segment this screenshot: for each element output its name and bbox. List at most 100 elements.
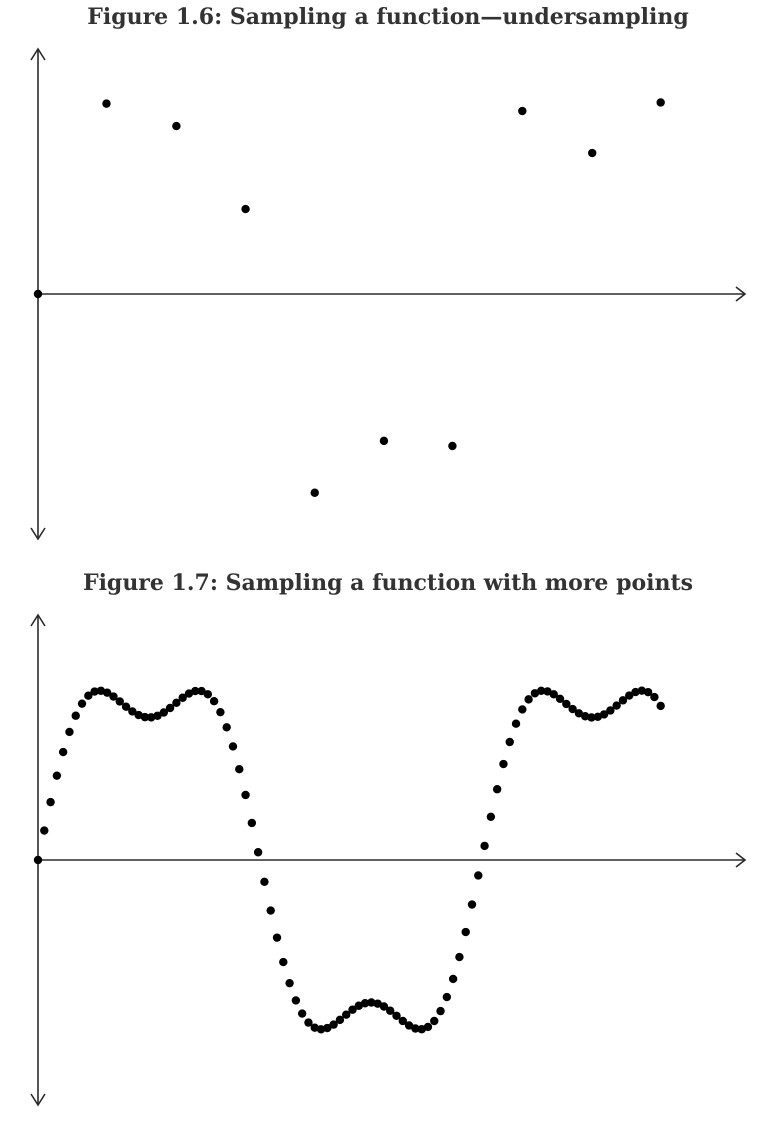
data-point <box>241 204 250 214</box>
data-point <box>228 742 238 751</box>
chart-more-points <box>30 613 747 1107</box>
data-point <box>165 703 175 713</box>
data-point <box>291 996 301 1005</box>
data-point <box>260 877 269 886</box>
data-point <box>562 699 571 709</box>
data-point <box>65 727 74 737</box>
data-point <box>568 704 577 714</box>
data-points <box>33 686 665 1034</box>
data-point <box>266 906 275 915</box>
data-point <box>197 686 206 696</box>
data-point <box>140 712 150 722</box>
y-axis-top-arrow <box>30 613 46 627</box>
x-axis-arrow <box>735 286 747 302</box>
data-point <box>71 711 80 720</box>
data-point <box>46 797 55 807</box>
data-point <box>442 992 452 1002</box>
data-point <box>310 488 319 497</box>
data-point <box>448 441 457 451</box>
data-point <box>241 790 250 800</box>
data-point <box>606 706 615 715</box>
data-point <box>33 855 43 865</box>
data-point <box>530 689 540 698</box>
data-point <box>354 1001 363 1010</box>
data-point <box>411 1024 420 1033</box>
data-point <box>455 952 464 962</box>
data-point <box>216 707 225 717</box>
data-point <box>379 1002 389 1011</box>
y-axis-top-arrow <box>30 47 46 61</box>
data-point <box>625 691 634 700</box>
data-point <box>543 687 552 696</box>
data-point <box>536 686 546 696</box>
chart-title-more-points: Figure 1.7: Sampling a function with mor… <box>82 570 694 596</box>
data-point <box>404 1021 414 1030</box>
data-point <box>90 687 99 696</box>
data-point <box>203 690 213 699</box>
data-point <box>643 687 653 697</box>
data-point <box>52 771 62 780</box>
data-point <box>480 841 489 851</box>
data-point <box>593 712 602 722</box>
data-point <box>599 710 609 719</box>
data-point <box>549 690 558 699</box>
data-point <box>335 1015 345 1025</box>
data-point <box>247 818 257 828</box>
data-point <box>474 871 483 880</box>
data-point <box>316 1025 326 1034</box>
chart-undersampling <box>30 47 747 541</box>
data-point <box>587 713 596 722</box>
data-point <box>297 1009 307 1018</box>
data-point <box>147 713 156 722</box>
data-point <box>329 1020 338 1029</box>
data-point <box>285 978 294 988</box>
data-point <box>222 723 231 732</box>
data-point <box>574 709 584 718</box>
data-point <box>631 687 640 697</box>
data-point <box>159 708 168 717</box>
data-point <box>436 1006 445 1016</box>
data-point <box>398 1016 408 1026</box>
data-point <box>348 1005 357 1014</box>
data-point <box>33 289 43 299</box>
data-point <box>178 693 187 702</box>
data-point <box>524 695 533 704</box>
y-axis-bottom-arrow <box>30 527 46 541</box>
data-point <box>367 998 376 1007</box>
data-point <box>392 1011 401 1020</box>
data-point <box>581 712 590 721</box>
data-points <box>33 98 665 497</box>
data-point <box>492 785 502 794</box>
data-point <box>209 696 219 706</box>
data-point <box>172 121 181 131</box>
data-point <box>656 701 665 711</box>
data-point <box>279 957 288 967</box>
data-point <box>342 1010 351 1019</box>
data-point <box>499 759 508 769</box>
data-point <box>656 98 665 107</box>
data-point <box>430 1016 439 1026</box>
data-point <box>423 1022 433 1032</box>
data-point <box>555 694 565 703</box>
data-point <box>128 707 137 716</box>
x-axis-arrow <box>735 852 747 868</box>
y-axis-bottom-arrow <box>30 1093 46 1107</box>
data-point <box>637 686 647 695</box>
data-point <box>84 691 93 700</box>
data-point <box>253 848 263 857</box>
data-point <box>304 1018 313 1027</box>
data-point <box>40 826 49 835</box>
data-point <box>109 692 118 701</box>
data-point <box>272 933 282 942</box>
data-point <box>172 698 181 708</box>
data-point <box>115 697 124 706</box>
data-point <box>467 900 477 909</box>
chart-title-undersampling: Figure 1.6: Sampling a function—undersam… <box>87 4 689 30</box>
data-point <box>373 999 382 1008</box>
data-point <box>121 702 131 711</box>
data-point <box>184 689 194 698</box>
data-point <box>58 747 68 757</box>
data-point <box>486 812 496 822</box>
data-point <box>323 1023 332 1033</box>
data-point <box>650 692 659 702</box>
